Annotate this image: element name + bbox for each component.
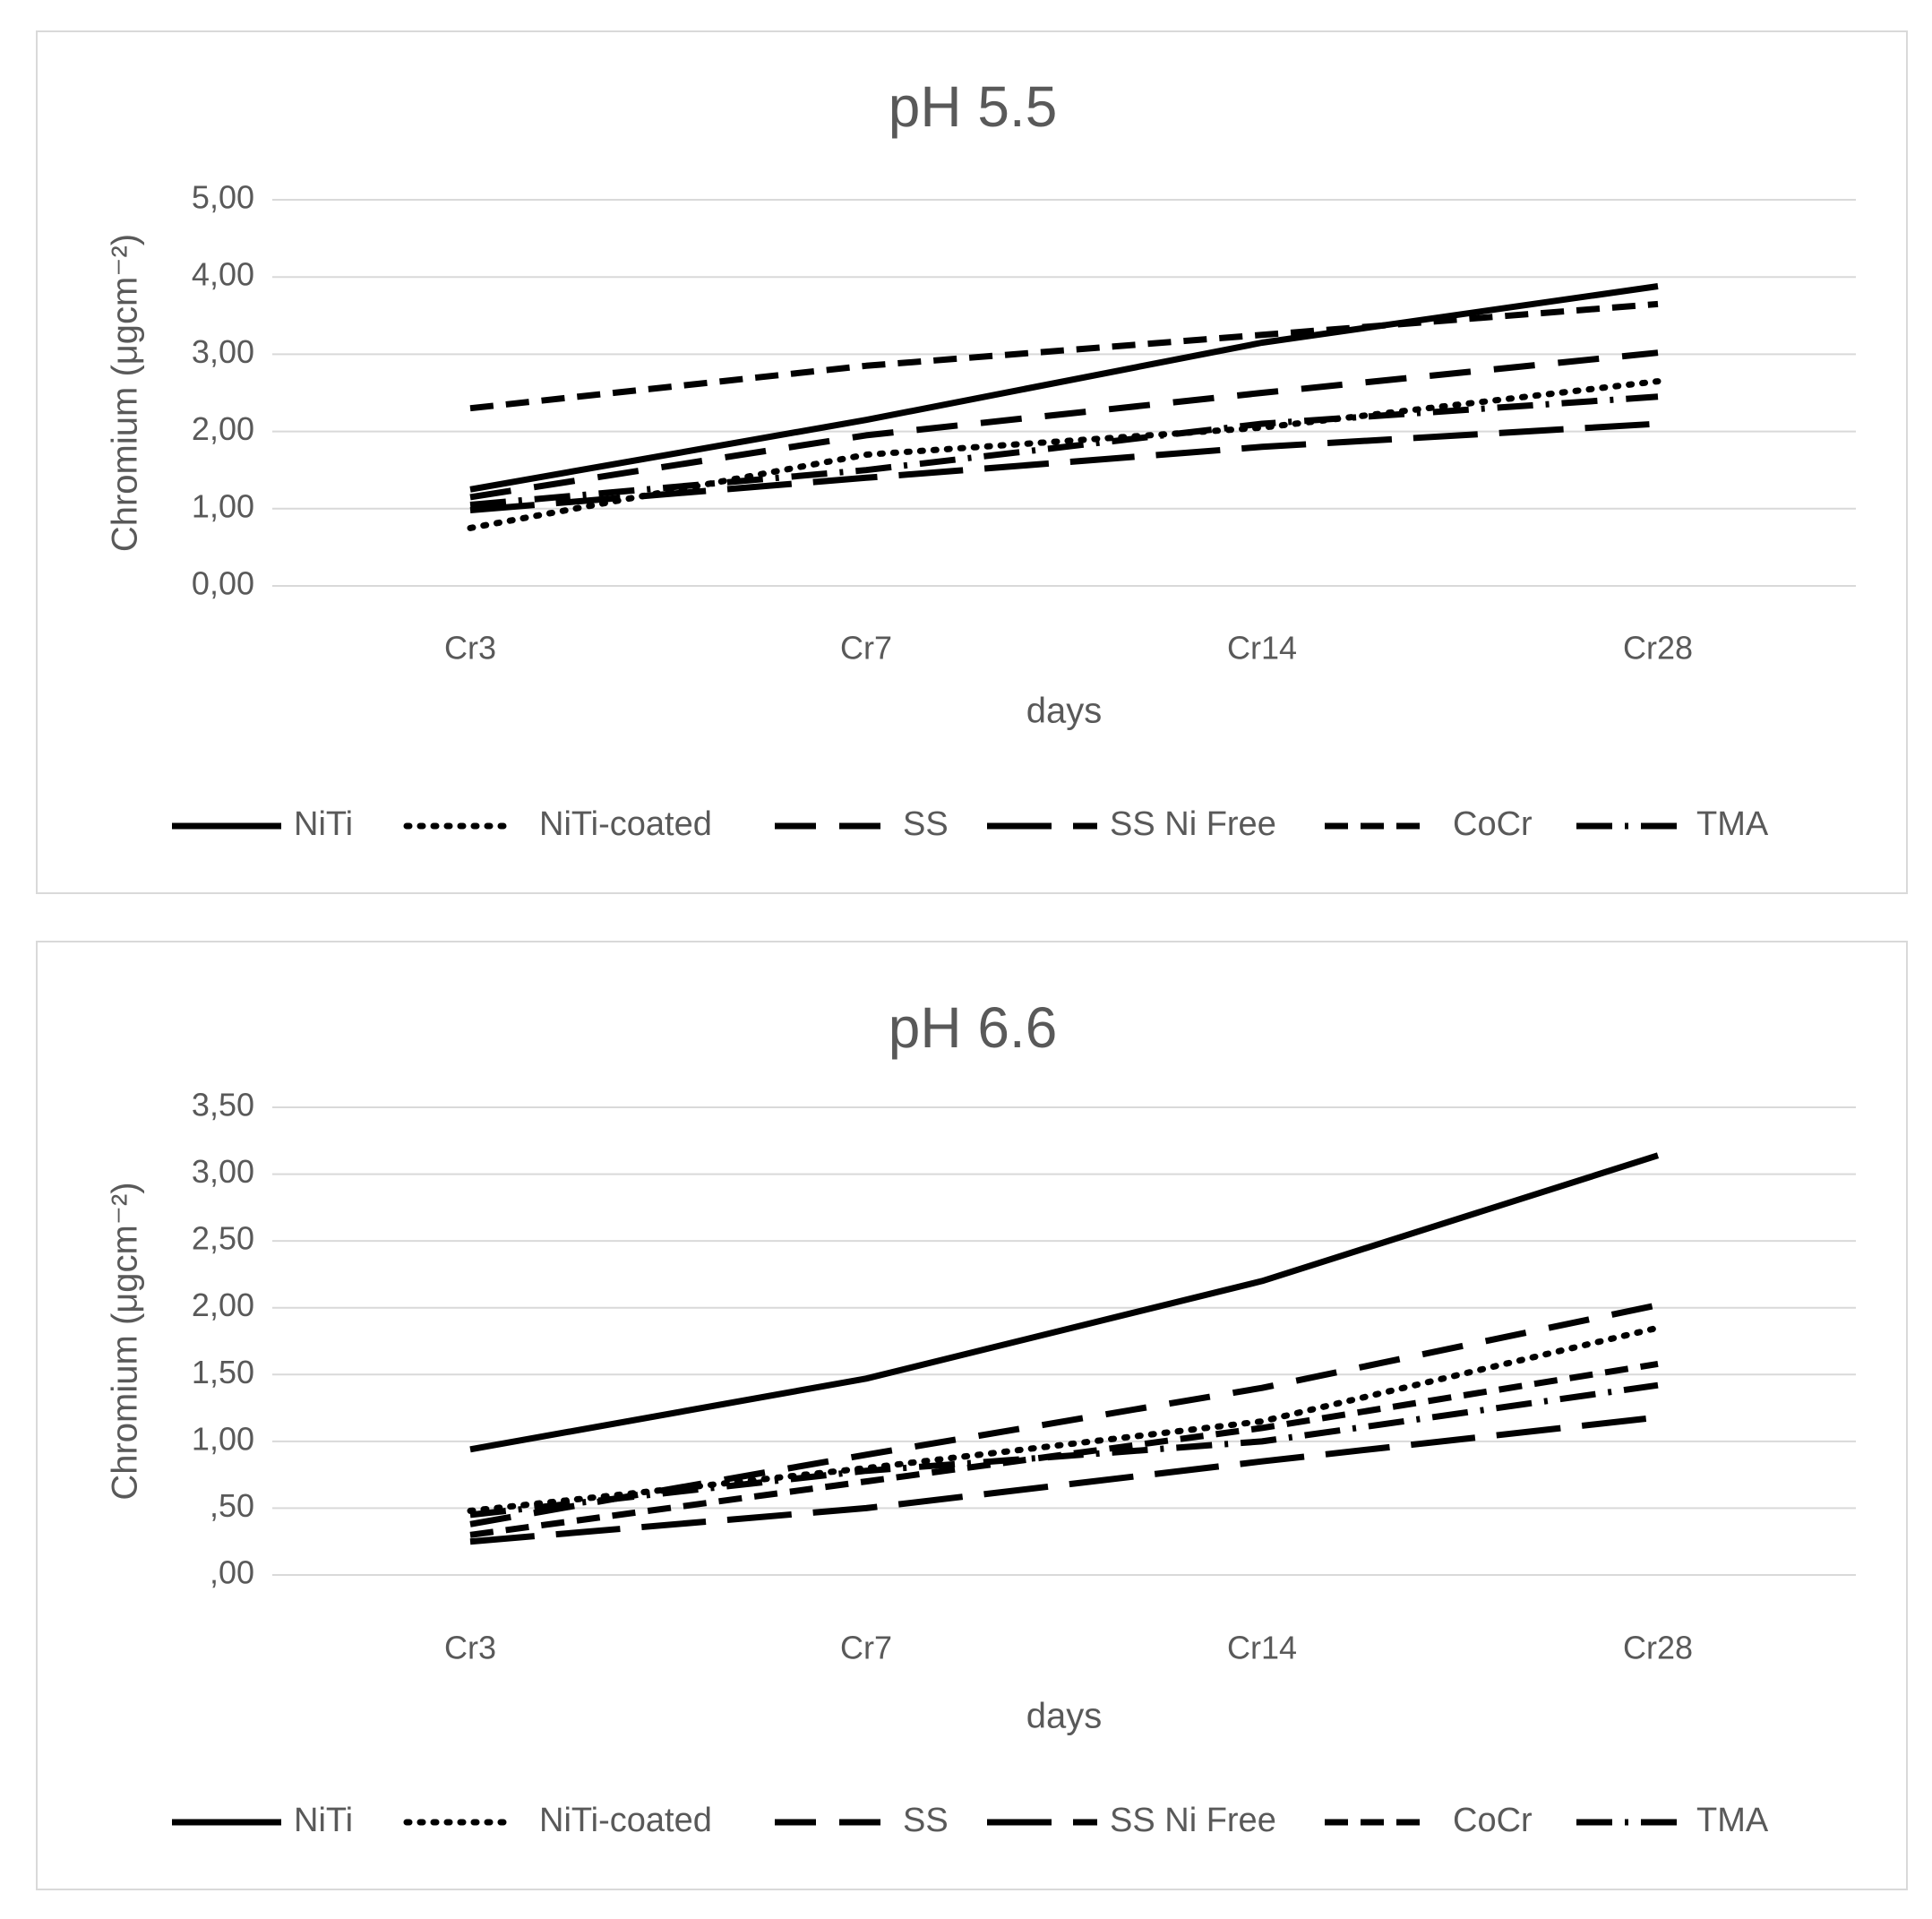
y-tick-label: ,50: [210, 1487, 254, 1524]
y-tick-label: 2,00: [192, 1287, 254, 1323]
chart-svg: pH 5.5 0,00 1,00 2,00 3,00 4,00 5,00 Cr3 Cr7 Cr14…: [106, 74, 1856, 843]
legend-label: NiTi: [294, 805, 353, 843]
y-tick-label: 3,00: [192, 1153, 254, 1190]
series-line-ss: [469, 349, 1659, 501]
y-axis-label: Chromium (μgcm⁻²): [106, 1182, 145, 1500]
y-tick-label: ,00: [210, 1554, 254, 1591]
x-tick-label: Cr28: [1623, 1630, 1693, 1666]
x-tick-label: Cr3: [444, 1630, 496, 1666]
legend-label: TMA: [1696, 805, 1769, 843]
y-tick-label: 1,50: [192, 1354, 254, 1390]
x-tick-label: Cr3: [444, 630, 496, 667]
legend-label: TMA: [1696, 1802, 1769, 1839]
x-tick-label: Cr7: [840, 1630, 892, 1666]
legend-label: SS: [903, 1802, 949, 1839]
x-tick-label: Cr14: [1227, 630, 1297, 667]
legend-label: NiTi-coated: [539, 805, 712, 843]
legend-label: SS: [903, 805, 949, 843]
legend-label: CoCr: [1453, 1802, 1533, 1839]
legend-label: NiTi-coated: [539, 1802, 712, 1839]
series-line-cocr: [469, 1360, 1659, 1538]
legend-label: SS Ni Free: [1110, 805, 1276, 843]
y-axis-label: Chromium (μgcm⁻²): [106, 234, 145, 552]
series-line-tma: [469, 1381, 1659, 1519]
x-tick-label: Cr28: [1623, 630, 1693, 667]
y-tick-label: 1,00: [192, 1420, 254, 1457]
chart-panel-ph-6-6: pH 6.6 ,00 ,50 1,00 1,50 2,00 2,50 3,00 3,50 Cr3 C…: [36, 941, 1908, 1890]
series-line-ss-ni-free: [469, 420, 1659, 513]
legend-label: SS Ni Free: [1110, 1802, 1276, 1839]
legend-label: CoCr: [1453, 805, 1533, 843]
y-tick-label: 2,00: [192, 410, 254, 447]
x-axis-label: days: [1026, 692, 1103, 731]
series-line-tma: [469, 393, 1659, 508]
x-axis-label: days: [1026, 1697, 1103, 1736]
chart-title: pH 6.6: [889, 995, 1058, 1060]
y-tick-label: 4,00: [192, 256, 254, 293]
y-tick-label: 3,00: [192, 333, 254, 370]
x-tick-label: Cr7: [840, 630, 892, 667]
series-line-ss: [469, 1302, 1659, 1527]
series-line-ss-ni-free: [469, 1414, 1659, 1545]
series-line-niti-coated: [467, 378, 1662, 531]
series-line-niti: [469, 1152, 1660, 1453]
legend-label: NiTi: [294, 1802, 353, 1839]
y-tick-label: 0,00: [192, 565, 254, 602]
y-tick-label: 5,00: [192, 179, 254, 216]
series-line-cocr: [469, 300, 1659, 412]
x-tick-label: Cr14: [1227, 1630, 1297, 1666]
y-tick-label: 2,50: [192, 1220, 254, 1257]
chart-title: pH 5.5: [889, 74, 1058, 139]
chart-svg: pH 6.6 ,00 ,50 1,00 1,50 2,00 2,50 3,00 3,50 Cr3 C…: [106, 995, 1856, 1839]
y-tick-label: 1,00: [192, 487, 254, 524]
y-tick-label: 3,50: [192, 1087, 254, 1123]
chart-panel-ph-5-5: pH 5.5 0,00 1,00 2,00 3,00 4,00 5,00 Cr3 Cr7 Cr14…: [36, 30, 1908, 894]
series-line-niti: [469, 283, 1659, 493]
